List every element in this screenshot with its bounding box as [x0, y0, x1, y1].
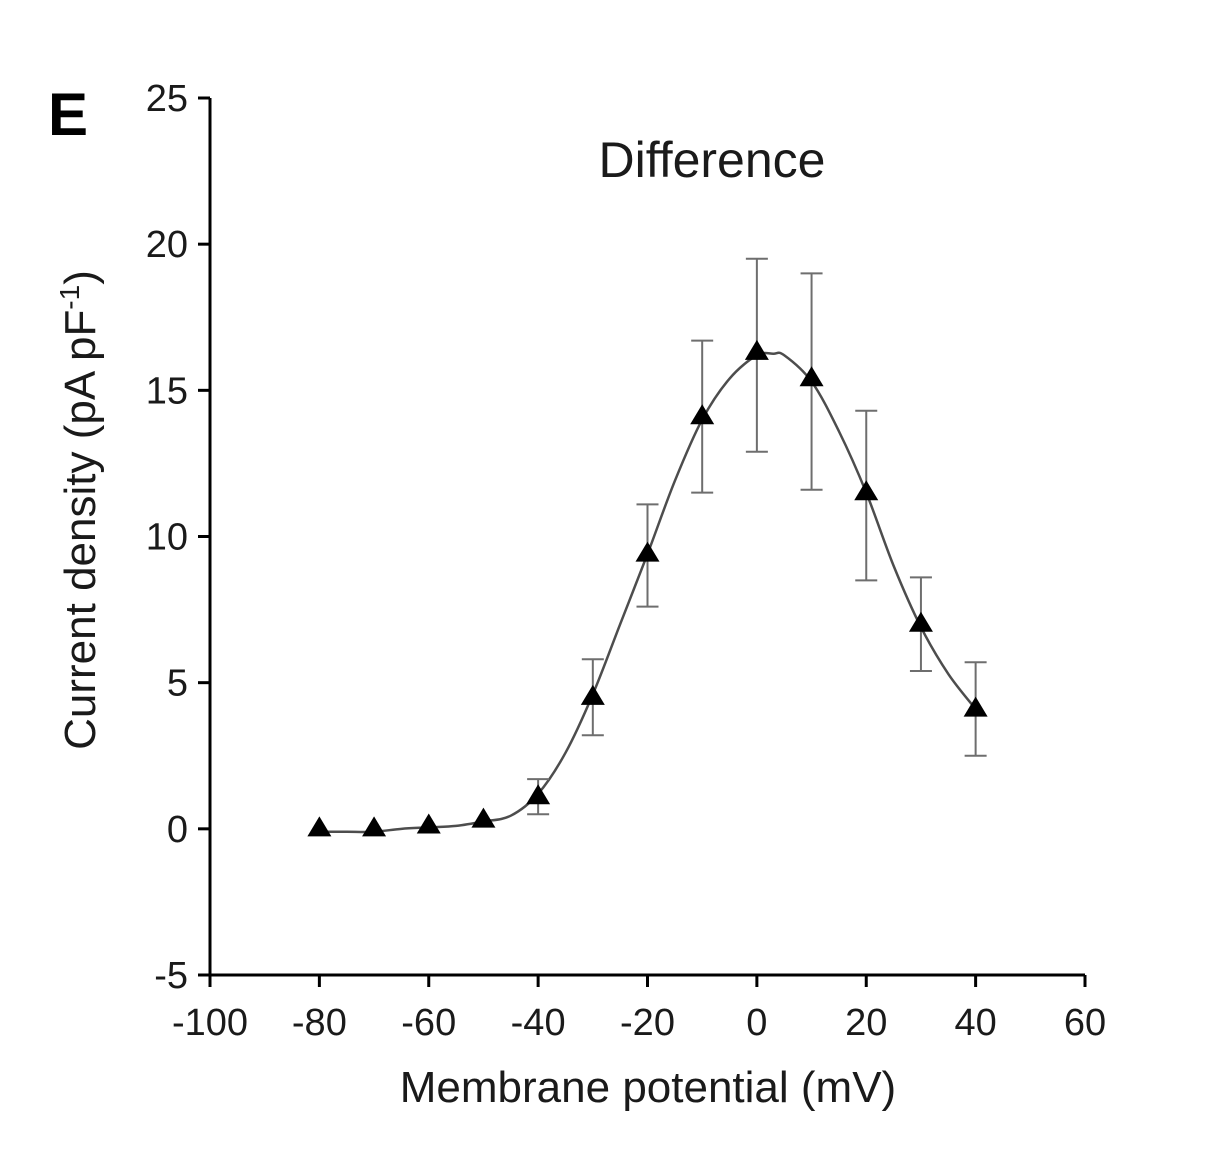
y-tick-label: 10 [146, 517, 188, 559]
y-tick-label: 0 [167, 809, 188, 851]
error-bars-layer [527, 257, 987, 816]
x-tick-label: 40 [954, 1002, 996, 1044]
x-tick-label: 60 [1064, 1002, 1106, 1044]
y-axis-title: Current density (pA pF-1) [54, 270, 105, 750]
markers-layer [307, 339, 988, 837]
y-axis-title-superscript: -1 [54, 285, 85, 310]
x-tick-label: -60 [401, 1002, 456, 1044]
data-point-triangle [307, 816, 332, 837]
y-tick-label: 25 [146, 78, 188, 120]
chart-title: Difference [599, 132, 826, 188]
y-tick-label: 5 [167, 663, 188, 705]
x-axis-title: Membrane potential (mV) [400, 1063, 896, 1112]
data-point-triangle [963, 696, 988, 717]
x-tick-label: -20 [620, 1002, 675, 1044]
data-point-triangle [854, 480, 879, 501]
y-tick-label: 15 [146, 370, 188, 412]
x-tick-label: 20 [845, 1002, 887, 1044]
y-axis-title-end: ) [56, 270, 105, 285]
data-point-triangle [526, 784, 551, 805]
x-tick-label: -80 [292, 1002, 347, 1044]
panel-label: E [48, 81, 88, 148]
data-point-triangle [799, 366, 824, 387]
data-point-triangle [580, 684, 605, 705]
data-point-triangle [690, 404, 715, 425]
data-point-triangle [635, 541, 660, 562]
y-axis-title-main: Current density (pA pF [56, 310, 105, 750]
data-point-triangle [744, 339, 769, 360]
x-tick-label: 0 [746, 1002, 767, 1044]
x-tick-label: -40 [511, 1002, 566, 1044]
x-tick-label: -100 [172, 1002, 248, 1044]
data-point-triangle [362, 816, 387, 837]
axes: -5 0 5 10 15 20 25 -100 -80 -60 -40 -20 0 20 40 60 [146, 78, 1106, 1044]
y-tick-label: 20 [146, 224, 188, 266]
svg-text:Current density (pA pF-1): Current density (pA pF-1) [54, 270, 105, 750]
data-point-triangle [471, 807, 496, 828]
data-point-triangle [416, 813, 441, 834]
data-point-triangle [908, 611, 933, 632]
y-tick-label: -5 [154, 955, 188, 997]
